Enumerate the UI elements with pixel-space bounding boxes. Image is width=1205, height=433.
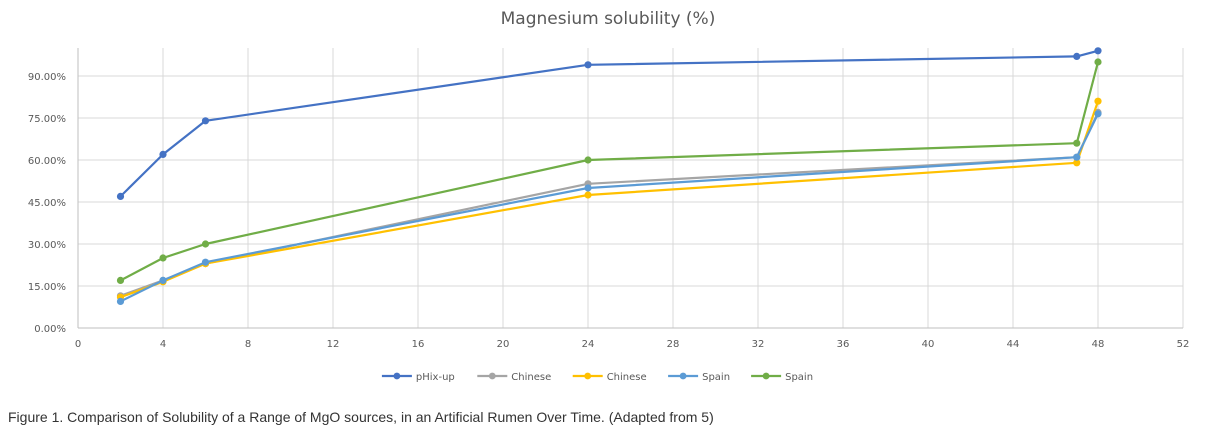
legend-marker	[679, 372, 687, 380]
series-layer	[116, 47, 1102, 305]
grid-lines	[78, 48, 1184, 328]
data-point	[1094, 58, 1102, 66]
x-tick-label: 0	[75, 339, 81, 350]
legend-label: Chinese	[511, 372, 551, 383]
data-point	[1073, 153, 1081, 161]
x-tick-label: 20	[497, 339, 510, 350]
data-point	[584, 156, 592, 164]
series-3	[116, 97, 1102, 301]
data-point	[584, 184, 592, 192]
y-tick-label: 0.00%	[34, 324, 66, 335]
data-point	[1073, 52, 1081, 61]
x-tick-label: 44	[1007, 339, 1020, 350]
x-tick-label: 24	[582, 339, 595, 350]
legend-marker	[762, 372, 770, 380]
data-point	[584, 191, 592, 199]
legend-entry: Chinese	[572, 372, 647, 383]
x-tick-label: 52	[1177, 339, 1190, 350]
series-line	[120, 113, 1099, 303]
x-tick-label: 36	[837, 339, 850, 350]
x-tick-label: 16	[412, 339, 425, 350]
legend-entry: Spain	[668, 372, 730, 383]
y-tick-label: 75.00%	[28, 114, 66, 125]
legend-marker	[488, 372, 496, 380]
data-point	[159, 276, 167, 284]
x-tick-label: 8	[245, 339, 251, 350]
axes: 0 4 8 12 16 20 24 28 32 36 40 44 48 520.00%15.00%30.0…	[28, 48, 1190, 350]
series-4	[116, 110, 1102, 305]
data-point	[1073, 159, 1081, 167]
data-point	[1094, 97, 1102, 105]
legend-entry: Chinese	[477, 372, 551, 383]
data-point	[1073, 139, 1081, 147]
y-tick-label: 45.00%	[28, 198, 66, 209]
data-point	[1094, 47, 1102, 55]
x-tick-label: 4	[160, 339, 166, 350]
data-point	[201, 240, 210, 248]
data-point	[1094, 110, 1102, 118]
x-tick-label: 12	[327, 339, 340, 350]
legend-entry: Spain	[751, 372, 813, 383]
series-line	[120, 100, 1100, 299]
series-1	[116, 47, 1102, 200]
x-tick-label: 40	[922, 339, 935, 350]
x-tick-label: 28	[667, 339, 680, 350]
y-tick-label: 90.00%	[28, 72, 66, 83]
x-tick-label: 32	[752, 339, 765, 350]
series-5	[116, 58, 1102, 284]
data-point	[116, 297, 125, 305]
data-point	[201, 258, 210, 266]
series-line	[119, 61, 1100, 282]
legend-label: Spain	[785, 372, 813, 383]
data-point	[116, 276, 125, 284]
y-tick-label: 15.00%	[28, 282, 66, 293]
data-point	[159, 254, 167, 262]
series-line	[119, 49, 1099, 198]
legend-marker	[393, 372, 401, 380]
chart-title: Magnesium solubility (%)	[501, 9, 716, 29]
legend-label: Spain	[702, 372, 730, 383]
data-point	[201, 117, 210, 125]
data-point	[159, 150, 167, 158]
series-2	[116, 108, 1102, 300]
legend-label: pHix-up	[416, 372, 455, 383]
figure-caption: Figure 1. Comparison of Solubility of a …	[8, 409, 714, 425]
data-point	[584, 61, 592, 69]
y-tick-label: 30.00%	[28, 240, 66, 251]
data-point	[116, 192, 125, 200]
legend: pHix-up Chinese Chinese Spain Spain	[381, 372, 813, 383]
legend-label: Chinese	[607, 372, 647, 383]
series-line	[120, 111, 1099, 297]
y-tick-label: 60.00%	[28, 156, 66, 167]
legend-marker	[584, 372, 592, 380]
legend-entry: pHix-up	[381, 372, 455, 383]
x-tick-label: 48	[1092, 339, 1105, 350]
